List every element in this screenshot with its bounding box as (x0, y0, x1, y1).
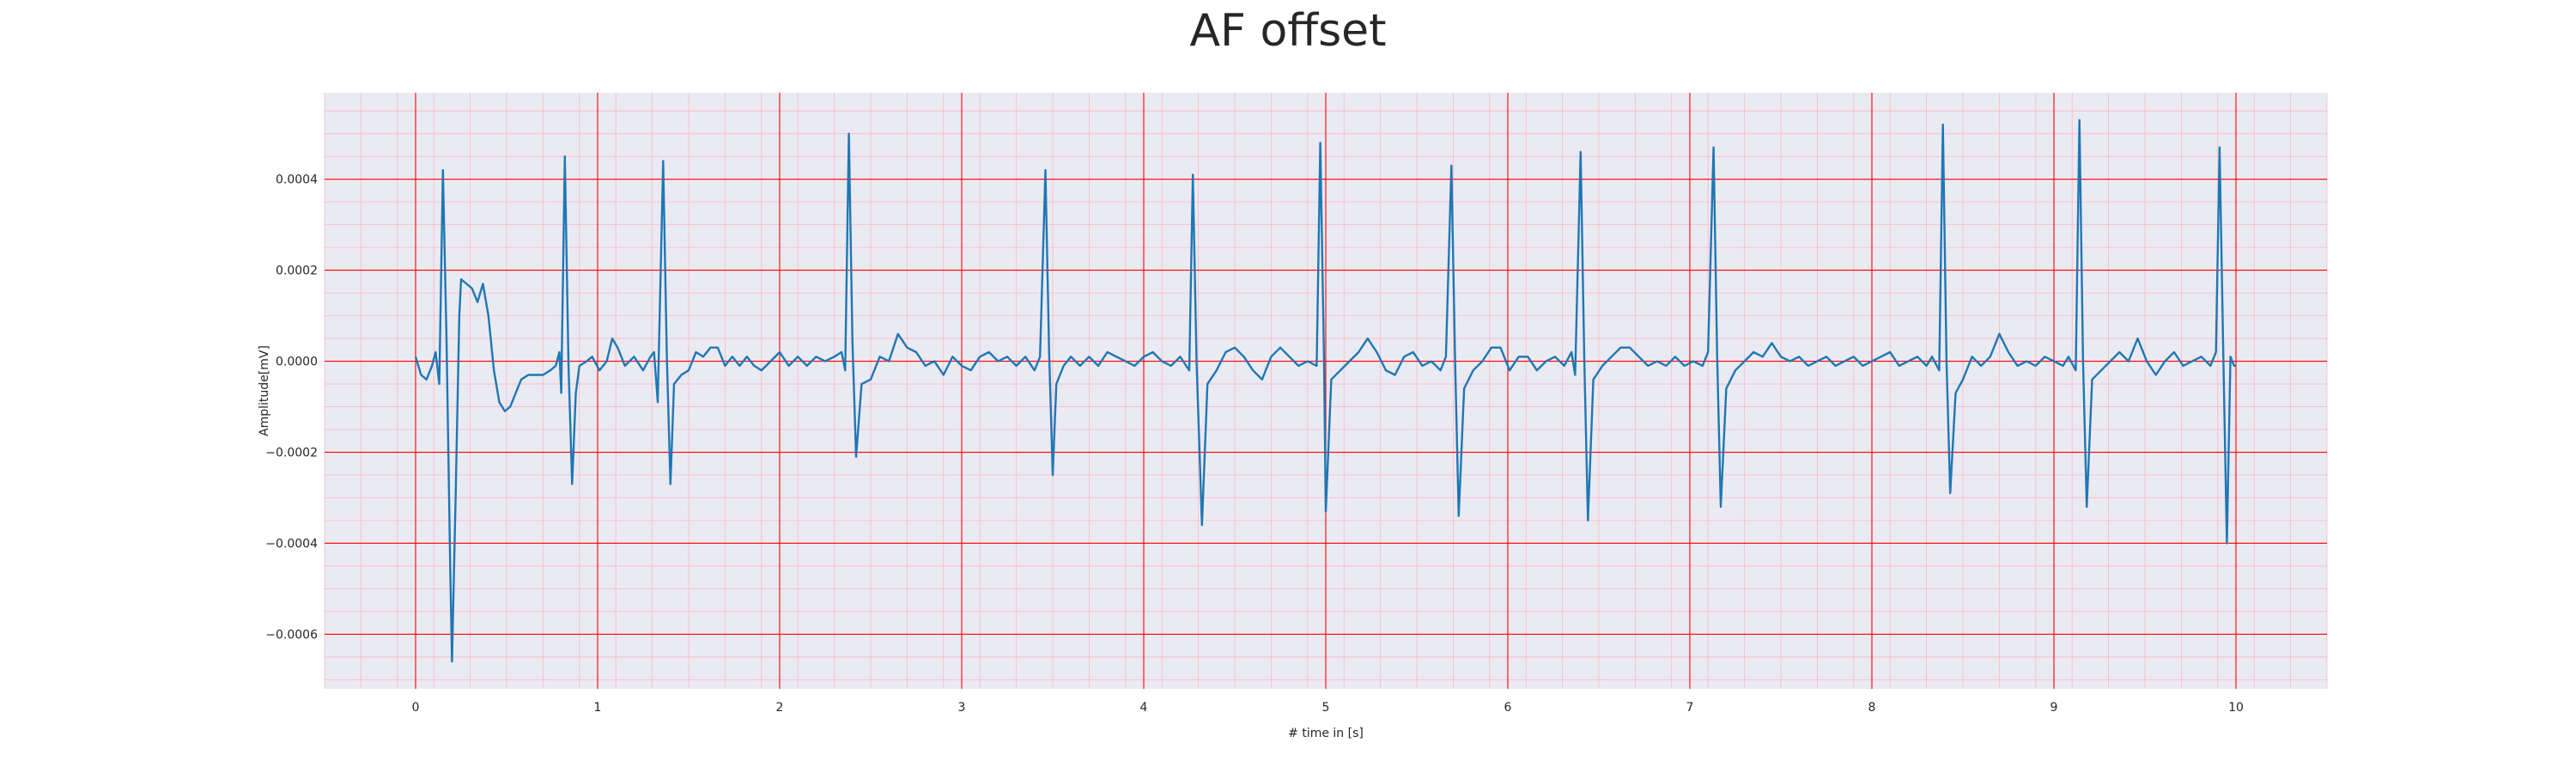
x-tick-label: 6 (1504, 701, 1512, 715)
major-grid (325, 93, 2327, 689)
x-tick-label: 0 (412, 701, 420, 715)
x-tick-label: 10 (2228, 701, 2244, 715)
y-tick-label: 0.0004 (276, 173, 318, 187)
series-line-0 (414, 119, 2236, 663)
x-tick-label: 9 (2050, 701, 2058, 715)
y-axis-label: Amplitude[mV] (258, 345, 271, 436)
x-axis-label: # time in [s] (1288, 727, 1364, 740)
x-tick-label: 8 (1868, 701, 1876, 715)
x-tick-labels: 0 1 2 3 4 5 6 7 8 9 10 (412, 701, 2244, 715)
y-tick-label: 0.0002 (276, 265, 318, 278)
x-tick-label: 2 (776, 701, 784, 715)
y-tick-label: 0.0000 (276, 356, 318, 369)
x-tick-label: 7 (1686, 701, 1694, 715)
y-tick-label: −0.0006 (265, 628, 318, 642)
y-tick-label: −0.0004 (265, 537, 318, 551)
x-tick-label: 1 (594, 701, 602, 715)
x-tick-label: 4 (1140, 701, 1148, 715)
chart-title: AF offset (1189, 5, 1387, 57)
y-tick-label: −0.0002 (265, 447, 318, 460)
x-tick-label: 3 (958, 701, 966, 715)
series-layer (414, 119, 2236, 663)
x-tick-label: 5 (1322, 701, 1330, 715)
y-tick-labels: 0.0004 0.0002 0.0000 −0.0002 −0.0004 −0.0006 (265, 173, 318, 642)
